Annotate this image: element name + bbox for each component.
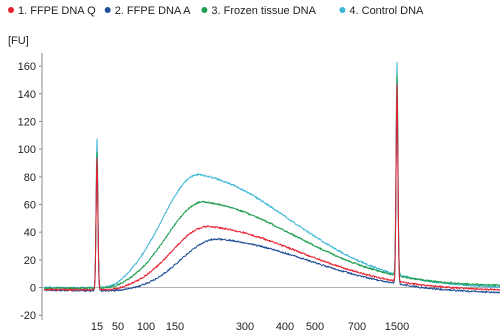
y-tick-label: 20 — [24, 255, 36, 267]
y-tick-label: 40 — [24, 227, 36, 239]
y-tick-label: 140 — [18, 89, 36, 101]
y-tick-label: 120 — [18, 116, 36, 128]
series-line-4 — [43, 62, 500, 289]
legend-label: 3. Frozen tissue DNA — [211, 5, 316, 17]
y-tick-label: -20 — [20, 310, 36, 322]
legend-marker — [339, 7, 346, 13]
y-tick-label: 80 — [24, 172, 36, 184]
x-tick-label: 500 — [306, 321, 324, 333]
x-tick-label: 100 — [137, 321, 155, 333]
series-line-3 — [43, 73, 500, 290]
x-tick-label: 50 — [112, 321, 124, 333]
y-tick-label: 160 — [18, 61, 36, 73]
x-tick-label: 300 — [236, 321, 254, 333]
x-axis: 15 50 100 150 300 400 500 700 1500 — [42, 287, 500, 333]
y-tick-label: 100 — [18, 144, 36, 156]
y-axis: -20 0 20 40 60 80 100 120 140 160 — [18, 53, 43, 322]
legend: 1. FFPE DNA Q 2. FFPE DNA A 3. Frozen tiss… — [8, 5, 424, 17]
y-tick-label: 0 — [30, 283, 36, 295]
series-line-2 — [43, 92, 500, 294]
x-tick-label: 150 — [166, 321, 184, 333]
y-axis-unit-label: [FU] — [8, 35, 29, 47]
series-line-1 — [43, 83, 500, 291]
y-tick-label: 60 — [24, 199, 36, 211]
legend-marker — [8, 7, 14, 13]
legend-marker — [104, 7, 111, 13]
x-tick-label: 1500 — [385, 321, 409, 333]
plot-area — [43, 62, 500, 294]
legend-label: 1. FFPE DNA Q — [18, 5, 96, 17]
x-tick-label: 700 — [348, 321, 366, 333]
legend-marker — [201, 7, 208, 13]
legend-label: 4. Control DNA — [349, 5, 424, 17]
x-tick-label: 400 — [276, 321, 294, 333]
x-tick-label: 15 — [91, 321, 103, 333]
legend-label: 2. FFPE DNA A — [115, 5, 191, 17]
